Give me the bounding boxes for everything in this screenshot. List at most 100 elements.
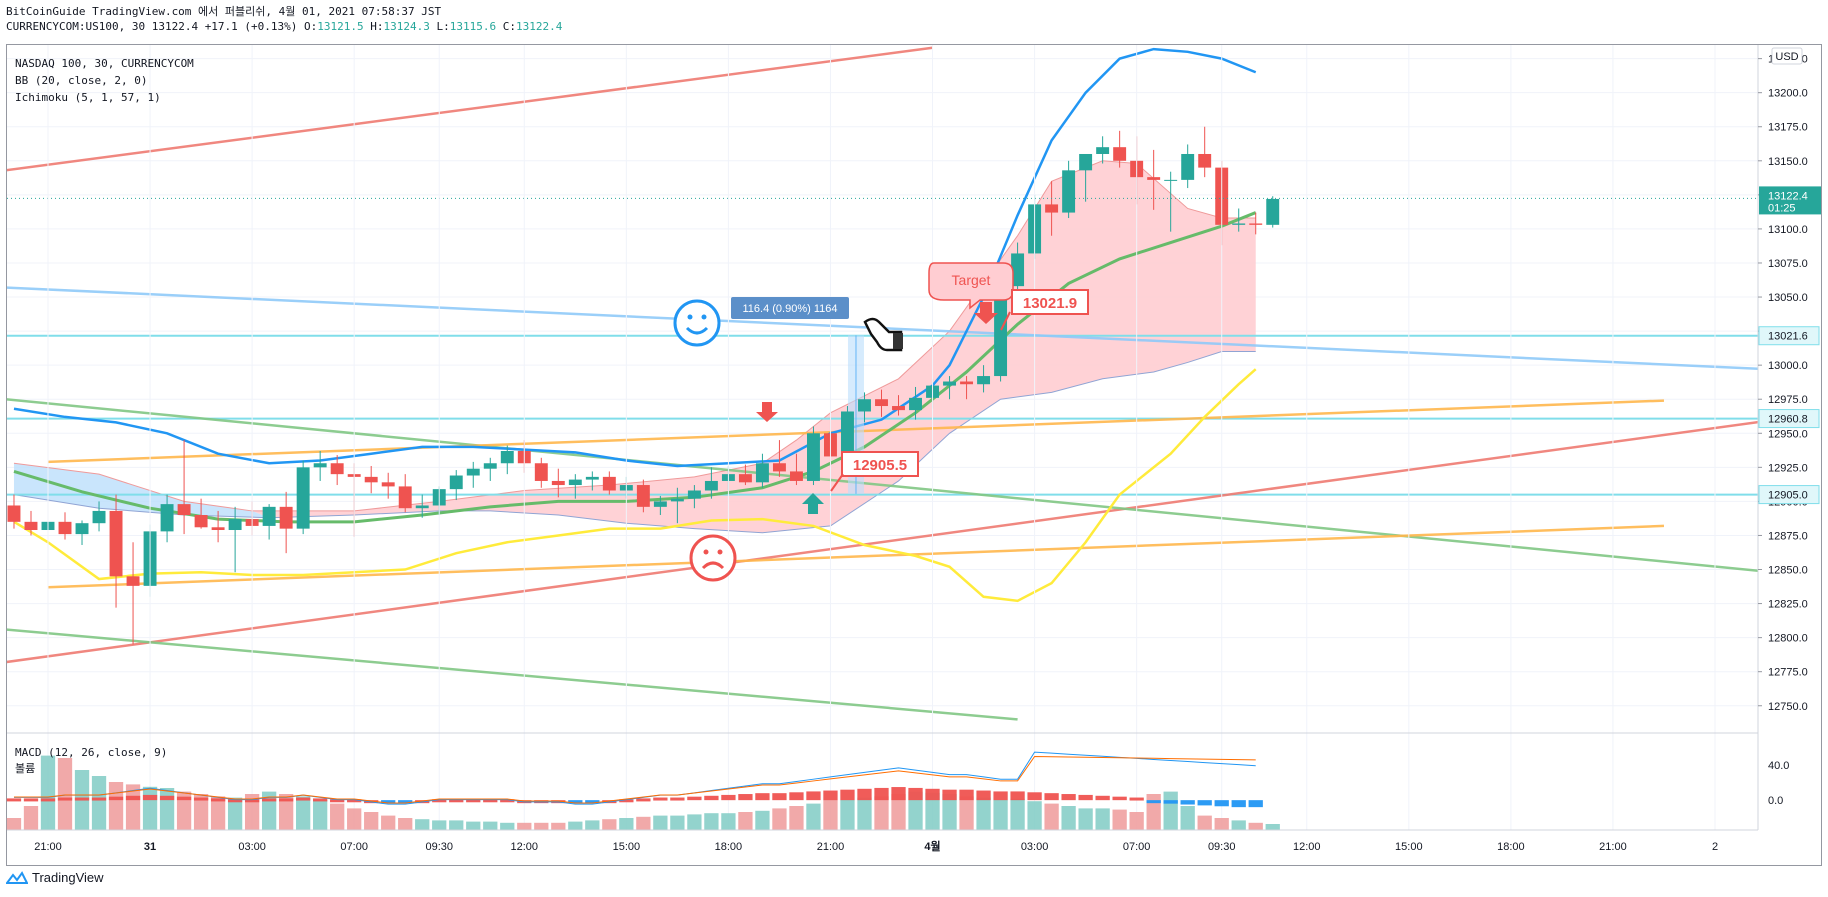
macd-histogram-bar: [23, 798, 39, 802]
macd-histogram-bar: [738, 794, 753, 801]
legend-volume[interactable]: 볼륨: [15, 762, 36, 775]
macd-legend[interactable]: MACD (12, 26, close, 9) 볼륨: [15, 745, 167, 777]
volume-bar: [806, 803, 821, 830]
volume-bar: [159, 788, 175, 830]
legend-bb[interactable]: BB (20, close, 2, 0): [15, 74, 148, 87]
volume-bar: [891, 794, 906, 830]
candle-body: [841, 411, 854, 457]
time-tick-label: 09:30: [1208, 841, 1236, 853]
volume-bar: [942, 794, 957, 830]
macd-histogram-bar: [1061, 794, 1076, 801]
volume-bar: [1112, 809, 1127, 830]
candle-body: [1011, 253, 1025, 287]
close-value: 13122.4: [515, 20, 563, 33]
candle-body: [1113, 147, 1127, 161]
high-value: 13124.3: [383, 20, 430, 33]
macd-histogram-bar: [721, 794, 736, 801]
candle-body: [466, 468, 480, 476]
footer[interactable]: TradingView: [6, 870, 104, 885]
signal-line: [13, 755, 1256, 804]
macd-histogram-bar: [1010, 791, 1025, 801]
price-tick-label: 13100.0: [1768, 224, 1808, 236]
volume-bar: [296, 796, 311, 830]
macd-histogram-bar: [449, 799, 464, 803]
macd-histogram-bar: [313, 798, 328, 802]
time-tick-label: 21:00: [817, 841, 845, 853]
macd-tick-label: 40.0: [1768, 760, 1789, 772]
measure-label: 116.4 (0.90%) 1164: [743, 303, 838, 315]
chart-header: BitCoinGuide TradingView.com 에서 퍼블리쉬, 4월…: [6, 4, 562, 34]
measure-label-box: [731, 297, 849, 319]
candle-body: [653, 501, 667, 507]
macd-histogram-bar: [1129, 797, 1144, 801]
macd-histogram-bar: [261, 798, 277, 802]
volume-bar: [381, 815, 396, 830]
candle-body: [58, 521, 72, 535]
macd-histogram-bar: [500, 799, 515, 803]
macd-histogram-bar: [466, 799, 481, 803]
time-tick-label: 18:00: [1497, 841, 1525, 853]
candle-body: [75, 523, 89, 535]
macd-histogram-bar: [483, 799, 498, 803]
volume-bar: [449, 820, 464, 830]
candle-body: [1266, 198, 1280, 225]
candle-body: [789, 471, 803, 481]
candle-body: [960, 381, 974, 385]
macd-histogram-bar: [789, 792, 804, 801]
macd-histogram-bar: [1146, 800, 1161, 804]
volume-bar: [364, 812, 379, 830]
smiley-mouth: [685, 326, 709, 335]
candle-body: [228, 519, 242, 531]
macd-histogram-bar: [942, 789, 957, 801]
target-callout: [928, 262, 1014, 310]
macd-histogram-bar: [857, 788, 872, 801]
macd-histogram-bar: [1078, 794, 1093, 801]
brand-text[interactable]: TradingView: [32, 870, 104, 885]
macd-histogram-bar: [1197, 800, 1212, 806]
price-label-box: [1011, 289, 1089, 315]
volume-bar: [142, 786, 158, 830]
candle-body: [381, 482, 395, 487]
macd-histogram-bar: [1112, 796, 1127, 801]
volume-bar: [278, 794, 294, 830]
volume-bar: [91, 776, 107, 830]
candle-body: [585, 476, 599, 480]
time-tick-label: 15:00: [1395, 841, 1423, 853]
study-legend[interactable]: NASDAQ 100, 30, CURRENCYCOM BB (20, clos…: [15, 55, 194, 106]
legend-ichimoku[interactable]: Ichimoku (5, 1, 57, 1): [15, 91, 161, 104]
time-tick-label: 2: [1712, 841, 1718, 853]
candle-body: [126, 576, 140, 586]
volume-bar: [176, 791, 192, 830]
ichimoku-cloud-blue: [13, 463, 270, 518]
last-price-label-box: [1759, 186, 1821, 215]
ichimoku-cloud-red: [252, 160, 1256, 533]
candle-body: [364, 476, 378, 483]
price-tick-label: 12850.0: [1768, 565, 1808, 577]
macd-histogram-bar: [823, 790, 838, 801]
legend-symbol[interactable]: NASDAQ 100, 30, CURRENCYCOM: [15, 57, 194, 70]
time-tick-label: 12:00: [511, 841, 539, 853]
macd-histogram-bar: [142, 794, 158, 801]
trendline-0: [7, 46, 933, 172]
trendline-4: [7, 628, 1018, 721]
candle-body: [7, 505, 21, 522]
price-tick-label: 13075.0: [1768, 258, 1808, 270]
macd-histogram-bar: [1231, 800, 1246, 808]
trendline-1: [7, 420, 1758, 664]
macd-histogram-bar: [891, 787, 906, 801]
price-tick-label: 12825.0: [1768, 599, 1808, 611]
candle-body: [194, 515, 208, 528]
macd-histogram-bar: [296, 797, 311, 801]
legend-macd[interactable]: MACD (12, 26, close, 9): [15, 746, 168, 759]
price-tick-label: 12750.0: [1768, 701, 1808, 713]
candle-body: [211, 527, 225, 531]
volume-bar: [6, 818, 22, 830]
volume-bar: [602, 819, 617, 830]
macd-histogram-bar: [687, 796, 702, 801]
macd-histogram-bar: [91, 797, 107, 801]
macd-histogram-bar: [619, 799, 634, 803]
volume-bar: [976, 797, 991, 830]
macd-histogram-bar: [1163, 800, 1178, 804]
volume-bar: [227, 797, 243, 830]
price-chart[interactable]: 116.4 (0.90%) 1164 Target 13021.9 12905.5 12…: [0, 0, 1828, 866]
